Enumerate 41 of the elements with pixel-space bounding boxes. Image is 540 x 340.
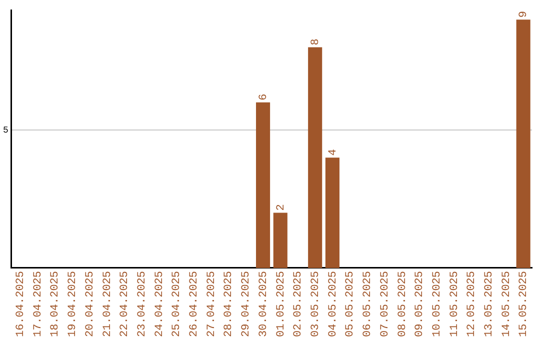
x-tick-label: 19.04.2025 bbox=[67, 270, 80, 338]
x-tick-label: 15.05.2025 bbox=[518, 270, 530, 338]
x-tick-label: 05.05.2025 bbox=[344, 270, 357, 338]
x-tick-label: 23.04.2025 bbox=[136, 270, 148, 338]
x-tick-label: 12.05.2025 bbox=[466, 270, 478, 338]
bar bbox=[256, 102, 270, 268]
x-tick-label: 30.04.2025 bbox=[258, 270, 270, 338]
x-tick-label: 29.04.2025 bbox=[240, 270, 253, 338]
x-tick-label: 13.05.2025 bbox=[484, 270, 496, 338]
x-tick-label: 08.05.2025 bbox=[396, 270, 409, 338]
x-tick-label: 17.04.2025 bbox=[32, 270, 44, 338]
bar bbox=[325, 158, 340, 268]
x-tick-label: 09.05.2025 bbox=[414, 270, 426, 338]
x-tick-label: 28.04.2025 bbox=[223, 270, 236, 338]
bar bbox=[308, 47, 322, 268]
data-label: 4 bbox=[327, 148, 340, 156]
x-tick-label: 25.04.2025 bbox=[171, 270, 184, 338]
data-label: 6 bbox=[258, 94, 270, 100]
x-tick-label: 03.05.2025 bbox=[310, 270, 322, 338]
x-tick-label: 06.05.2025 bbox=[362, 270, 374, 338]
x-tick-label: 22.04.2025 bbox=[119, 270, 132, 338]
x-tick-label: 10.05.2025 bbox=[431, 270, 444, 338]
y-tick-label: 5 bbox=[2, 125, 8, 136]
x-tick-label: 01.05.2025 bbox=[275, 270, 288, 338]
x-tick-label: 16.04.2025 bbox=[14, 270, 27, 338]
x-tick-label: 27.04.2025 bbox=[206, 270, 218, 338]
x-tick-label: 26.04.2025 bbox=[188, 270, 201, 338]
data-label: 8 bbox=[310, 38, 322, 46]
bar bbox=[273, 212, 288, 268]
x-tick-label: 24.04.2025 bbox=[154, 270, 166, 338]
x-tick-label: 02.05.2025 bbox=[292, 270, 305, 338]
x-tick-label: 20.04.2025 bbox=[84, 270, 96, 338]
data-label: 9 bbox=[518, 11, 530, 18]
x-tick-label: 14.05.2025 bbox=[500, 270, 513, 338]
bar bbox=[516, 20, 530, 268]
x-tick-label: 18.04.2025 bbox=[50, 270, 62, 338]
x-tick-label: 04.05.2025 bbox=[327, 270, 340, 338]
data-label: 2 bbox=[275, 204, 288, 211]
x-tick-label: 11.05.2025 bbox=[448, 270, 461, 338]
x-tick-label: 07.05.2025 bbox=[379, 270, 392, 338]
x-tick-label: 21.04.2025 bbox=[102, 270, 114, 338]
